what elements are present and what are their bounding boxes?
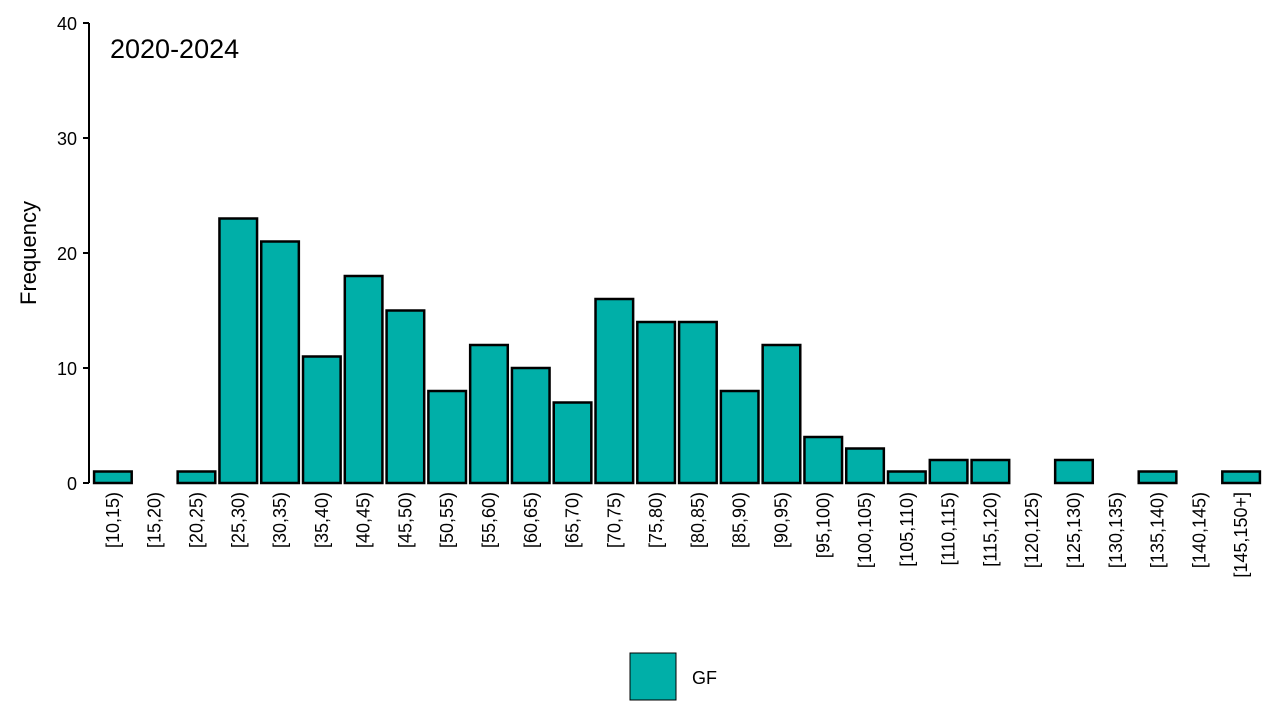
bar <box>928 458 969 485</box>
x-tick-label: [35,40) <box>312 492 332 548</box>
bar <box>259 240 301 485</box>
bar <box>468 343 510 485</box>
x-tick-label: [55,60) <box>479 492 499 548</box>
bar <box>677 320 718 485</box>
x-tick-label: [145,150+] <box>1231 492 1251 578</box>
bar <box>92 470 133 485</box>
bar <box>343 274 384 485</box>
x-tick-label: [50,55) <box>437 492 457 548</box>
bar <box>218 217 259 485</box>
y-tick-label: 20 <box>57 244 77 264</box>
x-tick-label: [130,135) <box>1106 492 1126 568</box>
x-tick-label: [95,100) <box>813 492 833 558</box>
bar <box>636 320 677 485</box>
bar <box>385 309 426 485</box>
chart-title: 2020-2024 <box>110 34 239 64</box>
bar <box>844 447 886 485</box>
y-axis-label: Frequency <box>16 201 41 305</box>
x-tick-label: [105,110) <box>897 492 917 567</box>
x-tick-label: [10,15) <box>103 492 123 548</box>
y-tick-label: 10 <box>57 359 77 379</box>
bar <box>803 435 844 485</box>
x-tick-label: [110,115) <box>939 492 959 565</box>
bar <box>761 343 802 485</box>
legend-label: GF <box>692 668 717 688</box>
x-tick-label: [80,85) <box>688 492 708 548</box>
bar <box>719 389 760 485</box>
x-tick-label: [75,80) <box>646 492 666 548</box>
x-tick-label: [45,50) <box>395 492 415 548</box>
x-tick-label: [20,25) <box>186 492 206 548</box>
y-tick-label: 0 <box>67 474 77 494</box>
x-tick-label: [30,35) <box>270 492 290 548</box>
bar <box>552 401 593 485</box>
bar <box>301 355 342 485</box>
x-tick-label: [140,145) <box>1189 492 1209 568</box>
bar <box>510 366 551 485</box>
x-tick-label: [100,105) <box>855 492 875 568</box>
y-tick-label: 30 <box>57 129 77 149</box>
y-tick-label: 40 <box>57 14 77 34</box>
x-tick-label: [85,90) <box>730 492 750 548</box>
x-tick-label: [65,70) <box>563 492 583 548</box>
x-tick-label: [125,130) <box>1064 492 1084 568</box>
x-tick-label: [70,75) <box>604 492 624 548</box>
x-tick-label: [115,120) <box>980 492 1000 567</box>
x-tick-label: [135,140) <box>1148 492 1168 568</box>
x-tick-label: [60,65) <box>521 492 541 548</box>
bar <box>1137 470 1178 485</box>
bar <box>970 458 1011 485</box>
x-tick-label: [15,20) <box>145 492 165 548</box>
bar <box>1053 458 1095 485</box>
bar <box>427 389 468 485</box>
x-tick-label: [90,95) <box>771 492 791 548</box>
x-tick-label: [120,125) <box>1022 492 1042 568</box>
bar <box>176 470 217 485</box>
bar <box>594 297 635 485</box>
x-tick-label: [25,30) <box>228 492 248 548</box>
bar <box>886 470 927 485</box>
x-tick-label: [40,45) <box>354 492 374 548</box>
bar <box>1221 470 1262 485</box>
legend-swatch <box>629 652 677 701</box>
